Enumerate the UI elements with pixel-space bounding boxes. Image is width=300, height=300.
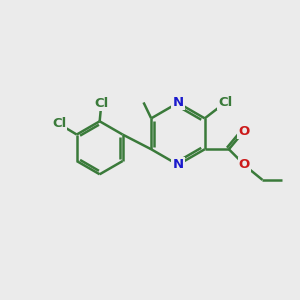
Text: Cl: Cl [94, 97, 108, 110]
Text: Cl: Cl [52, 117, 66, 130]
Text: N: N [172, 96, 184, 110]
Text: O: O [238, 125, 249, 138]
Text: Cl: Cl [218, 96, 232, 109]
Text: N: N [172, 158, 184, 171]
Text: O: O [238, 158, 250, 171]
